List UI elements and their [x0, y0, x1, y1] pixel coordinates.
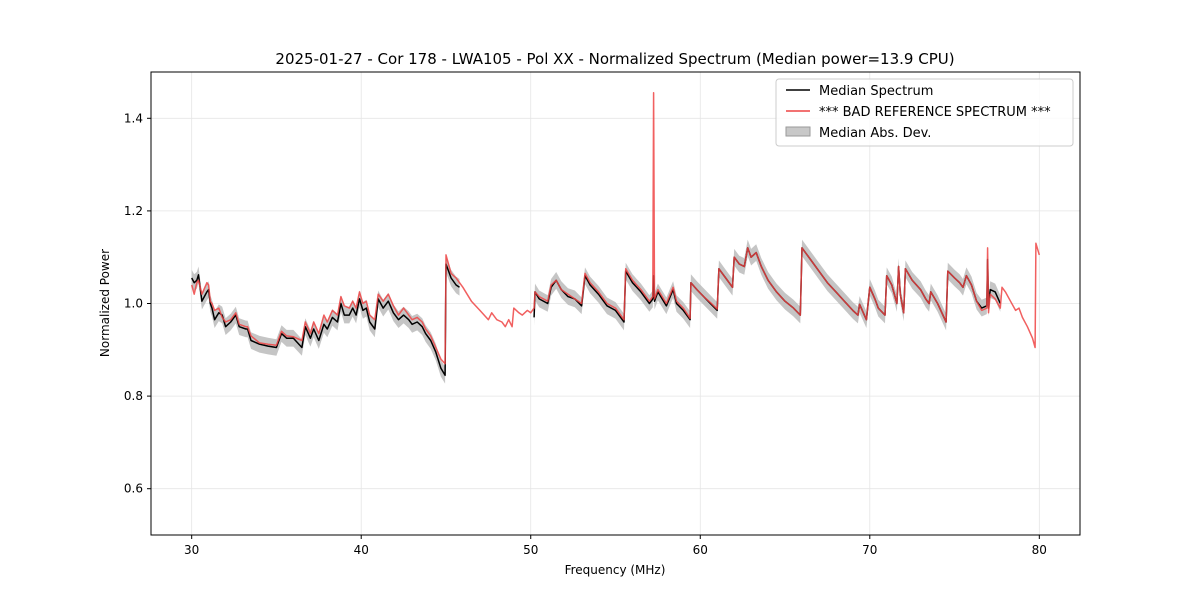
y-tick-label: 1.2 [124, 204, 143, 218]
mad-band [534, 239, 1001, 331]
x-tick-label: 70 [862, 543, 877, 557]
x-axis-label: Frequency (MHz) [565, 563, 666, 577]
legend: Median Spectrum *** BAD REFERENCE SPECTR… [775, 78, 1074, 147]
series-layer [190, 92, 1041, 377]
median-spectrum-line [191, 263, 460, 377]
legend-box [775, 78, 1074, 147]
y-tick-label: 1.4 [124, 111, 143, 125]
x-tick-label: 40 [354, 543, 369, 557]
legend-swatch-mad [785, 126, 811, 137]
legend-label-mad: Median Abs. Dev. [819, 126, 931, 141]
x-tick-label: 30 [184, 543, 199, 557]
reference-spectrum-line [190, 92, 1041, 365]
x-tick-label: 50 [523, 543, 538, 557]
y-tick-label: 0.6 [124, 482, 143, 496]
x-tick-label: 80 [1032, 543, 1047, 557]
legend-label-median: Median Spectrum [819, 84, 933, 99]
axes: 30 40 50 60 70 80 0.6 0.8 1.0 1.2 1.4 [124, 71, 1081, 557]
x-tick-label: 60 [693, 543, 708, 557]
y-tick-label: 1.0 [124, 297, 143, 311]
chart-title: 2025-01-27 - Cor 178 - LWA105 - Pol XX -… [275, 50, 954, 68]
y-axis-label: Normalized Power [98, 249, 112, 357]
legend-label-reference: *** BAD REFERENCE SPECTRUM *** [819, 105, 1051, 120]
y-tick-label: 0.8 [124, 389, 143, 403]
